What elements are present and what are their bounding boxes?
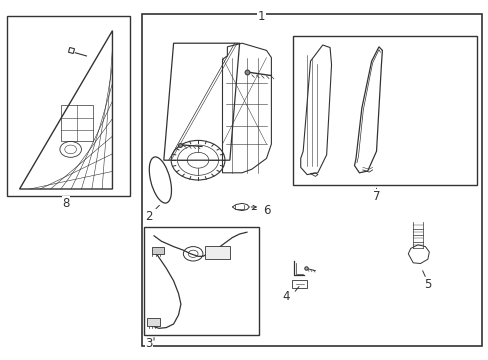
Bar [293, 36, 476, 185]
Bar [144, 227, 259, 335]
Bar [142, 14, 481, 346]
Bar [61, 105, 93, 141]
Text: 7: 7 [372, 190, 380, 203]
Text: 2: 2 [145, 210, 153, 222]
Text: 5: 5 [423, 278, 431, 291]
Text: 6: 6 [262, 204, 270, 217]
Bar [7, 16, 129, 196]
Text: 8: 8 [62, 197, 70, 210]
Bar [151, 247, 163, 254]
Text: 3: 3 [145, 337, 153, 350]
Bar [146, 318, 160, 326]
Bar [205, 246, 229, 259]
Bar [292, 280, 306, 288]
Text: 4: 4 [282, 291, 289, 303]
Text: 1: 1 [257, 10, 265, 23]
